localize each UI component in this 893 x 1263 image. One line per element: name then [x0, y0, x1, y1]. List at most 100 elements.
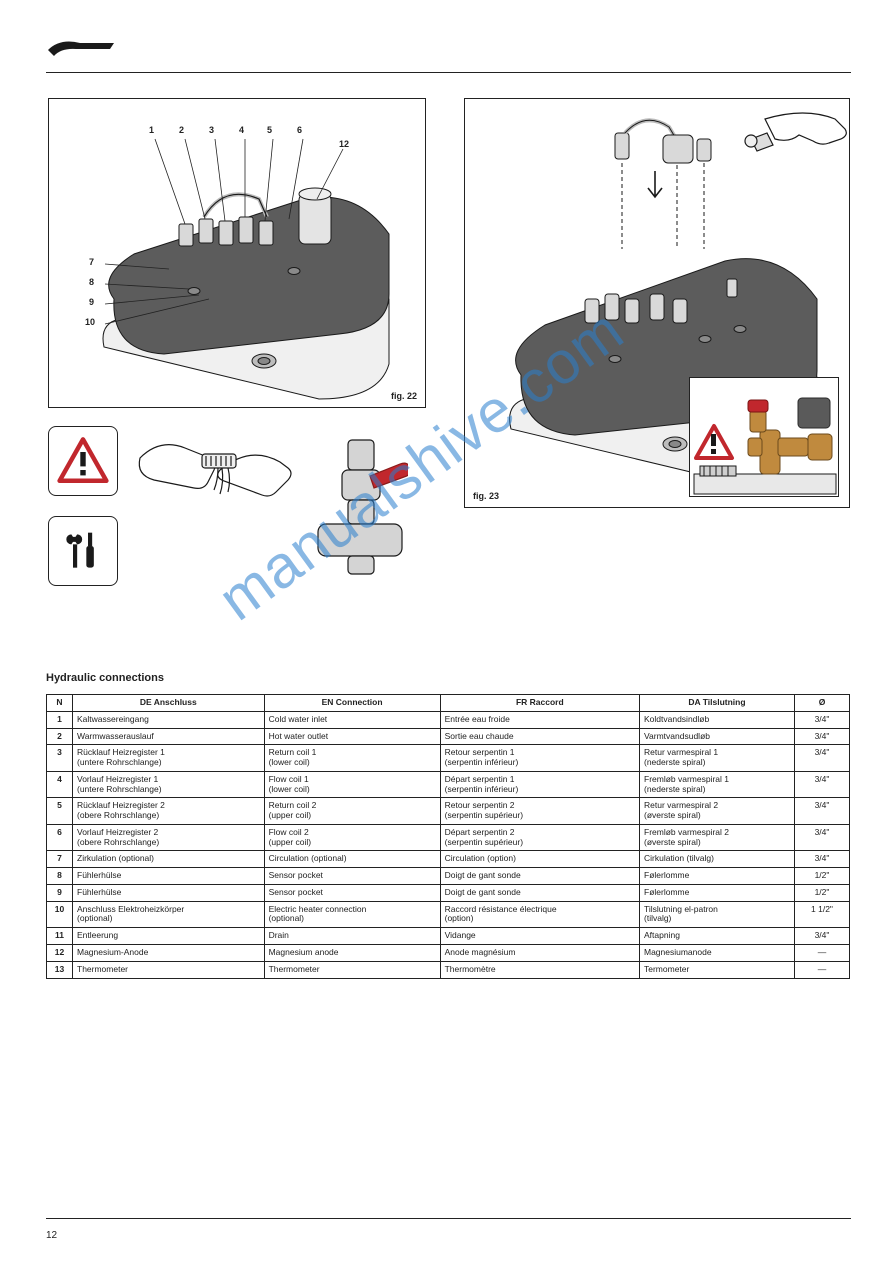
table-cell: 12: [47, 945, 73, 962]
callout-2: 2: [179, 125, 184, 135]
table-cell: Fühlerhülse: [73, 868, 265, 885]
table-row: 8FühlerhülseSensor pocketDoigt de gant s…: [47, 868, 850, 885]
inset-valve-illustration: [690, 378, 840, 498]
table-cell: Entleerung: [73, 928, 265, 945]
callout-3: 3: [209, 125, 214, 135]
figure-22-label: fig. 22: [391, 391, 417, 401]
table-cell: Kaltwassereingang: [73, 711, 265, 728]
table-cell: 3/4": [795, 728, 850, 745]
th-da: DA Tilslutning: [640, 695, 795, 712]
callout-9: 9: [89, 297, 94, 307]
table-cell: Cold water inlet: [264, 711, 440, 728]
table-cell: Termometer: [640, 961, 795, 978]
hands-sealant-illustration: [130, 418, 300, 538]
table-row: 12Magnesium-AnodeMagnesium anodeAnode ma…: [47, 945, 850, 962]
callout-8: 8: [89, 277, 94, 287]
table-row: 5Rücklauf Heizregister 2 (obere Rohrschl…: [47, 798, 850, 825]
warning-triangle-icon: [56, 434, 110, 488]
table-cell: 1 1/2": [795, 901, 850, 928]
table-cell: Anode magnésium: [440, 945, 639, 962]
table-cell: Retur varmespiral 1 (nederste spiral): [640, 745, 795, 772]
table-cell: 6: [47, 824, 73, 851]
table-cell: Magnesiumanode: [640, 945, 795, 962]
callout-12: 12: [339, 139, 349, 149]
callout-10: 10: [85, 317, 95, 327]
table-cell: Thermometer: [73, 961, 265, 978]
table-cell: Vidange: [440, 928, 639, 945]
table-cell: 10: [47, 901, 73, 928]
wrench-screwdriver-icon: [58, 526, 108, 576]
brand-logo: [46, 36, 116, 62]
table-cell: 9: [47, 884, 73, 901]
table-cell: 1: [47, 711, 73, 728]
table-row: 4Vorlauf Heizregister 1 (untere Rohrschl…: [47, 771, 850, 798]
table-cell: Zirkulation (optional): [73, 851, 265, 868]
page-number: 12: [46, 1230, 57, 1241]
table-cell: 3/4": [795, 851, 850, 868]
table-row: 6Vorlauf Heizregister 2 (obere Rohrschla…: [47, 824, 850, 851]
table-cell: Retour serpentin 1 (serpentin inférieur): [440, 745, 639, 772]
figure-23-label: fig. 23: [473, 491, 499, 501]
callout-5: 5: [267, 125, 272, 135]
table-cell: Départ serpentin 1 (serpentin inférieur): [440, 771, 639, 798]
table-cell: Vorlauf Heizregister 1 (untere Rohrschla…: [73, 771, 265, 798]
th-fr: FR Raccord: [440, 695, 639, 712]
table-cell: Retur varmespiral 2 (øverste spiral): [640, 798, 795, 825]
table-row: 9FühlerhülseSensor pocketDoigt de gant s…: [47, 884, 850, 901]
table-cell: Varmtvandsudløb: [640, 728, 795, 745]
table-cell: 11: [47, 928, 73, 945]
tank-illustration-1: [49, 99, 427, 409]
table-cell: Drain: [264, 928, 440, 945]
table-cell: 3: [47, 745, 73, 772]
table-cell: 3/4": [795, 798, 850, 825]
table-cell: 7: [47, 851, 73, 868]
table-cell: Flow coil 2 (upper coil): [264, 824, 440, 851]
table-cell: Circulation (optional): [264, 851, 440, 868]
table-cell: Warmwasserauslauf: [73, 728, 265, 745]
table-cell: 3/4": [795, 824, 850, 851]
table-cell: 1/2": [795, 884, 850, 901]
table-cell: Thermomètre: [440, 961, 639, 978]
table-cell: Sensor pocket: [264, 884, 440, 901]
table-cell: Sensor pocket: [264, 868, 440, 885]
section-title: Hydraulic connections: [46, 672, 164, 684]
th-n: N: [47, 695, 73, 712]
table-cell: Følerlomme: [640, 884, 795, 901]
table-cell: Doigt de gant sonde: [440, 868, 639, 885]
th-en: EN Connection: [264, 695, 440, 712]
table-cell: Rücklauf Heizregister 1 (untere Rohrschl…: [73, 745, 265, 772]
table-cell: Magnesium-Anode: [73, 945, 265, 962]
table-cell: 3/4": [795, 711, 850, 728]
table-cell: Fremløb varmespiral 1 (nederste spiral): [640, 771, 795, 798]
table-row: 3Rücklauf Heizregister 1 (untere Rohrsch…: [47, 745, 850, 772]
table-row: 1KaltwassereingangCold water inletEntrée…: [47, 711, 850, 728]
table-cell: Return coil 2 (upper coil): [264, 798, 440, 825]
table-cell: 3/4": [795, 745, 850, 772]
table-cell: Circulation (option): [440, 851, 639, 868]
table-cell: Cirkulation (tilvalg): [640, 851, 795, 868]
table-cell: Retour serpentin 2 (serpentin supérieur): [440, 798, 639, 825]
table-row: 13ThermometerThermometerThermomètreTermo…: [47, 961, 850, 978]
table-cell: Flow coil 1 (lower coil): [264, 771, 440, 798]
table-cell: Thermometer: [264, 961, 440, 978]
table-row: 7Zirkulation (optional)Circulation (opti…: [47, 851, 850, 868]
table-cell: Aftapning: [640, 928, 795, 945]
figure-23-inset: [689, 377, 839, 497]
figure-23: fig. 23: [464, 98, 850, 508]
table-cell: Vorlauf Heizregister 2 (obere Rohrschlan…: [73, 824, 265, 851]
table-cell: 4: [47, 771, 73, 798]
table-cell: Fühlerhülse: [73, 884, 265, 901]
tools-box: [48, 516, 118, 586]
table-cell: 3/4": [795, 771, 850, 798]
table-cell: Koldtvandsindløb: [640, 711, 795, 728]
th-dia: Ø: [795, 695, 850, 712]
callout-6: 6: [297, 125, 302, 135]
table-cell: 1/2": [795, 868, 850, 885]
callout-7: 7: [89, 257, 94, 267]
table-cell: Entrée eau froide: [440, 711, 639, 728]
table-cell: 13: [47, 961, 73, 978]
callout-4: 4: [239, 125, 244, 135]
table-cell: Magnesium anode: [264, 945, 440, 962]
table-cell: Tilslutning el-patron (tilvalg): [640, 901, 795, 928]
table-cell: Anschluss Elektroheizkörper (optional): [73, 901, 265, 928]
